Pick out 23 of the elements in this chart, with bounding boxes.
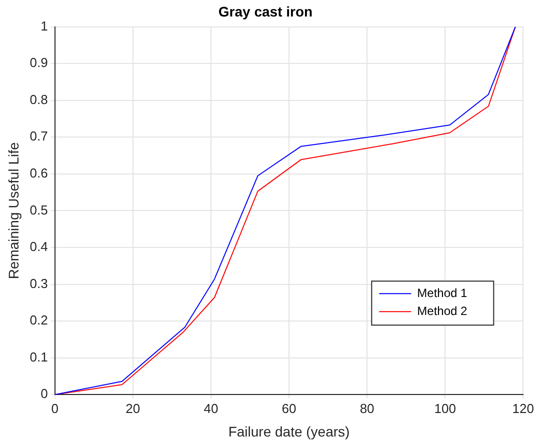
y-tick-label: 0.9: [30, 55, 48, 70]
y-axis-title: Remaining Useful Life: [5, 142, 22, 280]
y-tick-label: 0.4: [30, 239, 48, 254]
x-tick-label: 80: [360, 400, 374, 416]
y-tick-label: 0.8: [30, 92, 48, 107]
legend-label: Method 1: [417, 286, 468, 300]
x-tick-label: 100: [434, 400, 456, 416]
x-tick-label: 20: [126, 400, 140, 416]
x-tick-label: 40: [204, 400, 218, 416]
y-tick-label: 0.2: [30, 312, 48, 328]
y-tick-label: 1: [40, 18, 48, 34]
legend-label: Method 2: [417, 304, 468, 318]
y-tick-label: 0.1: [30, 349, 48, 364]
x-tick-label: 0: [51, 400, 58, 416]
x-tick-label: 60: [282, 400, 296, 416]
y-tick-label: 0.6: [30, 166, 48, 180]
y-tick-label: 0.3: [30, 276, 48, 291]
x-tick-label: 120: [512, 400, 534, 416]
chart-title: Gray cast iron: [218, 3, 313, 20]
y-tick-label: 0.7: [30, 128, 48, 144]
y-tick-label: 0: [40, 386, 48, 402]
y-tick-label: 0.5: [30, 202, 48, 218]
x-axis-title: Failure date (years): [228, 423, 350, 440]
